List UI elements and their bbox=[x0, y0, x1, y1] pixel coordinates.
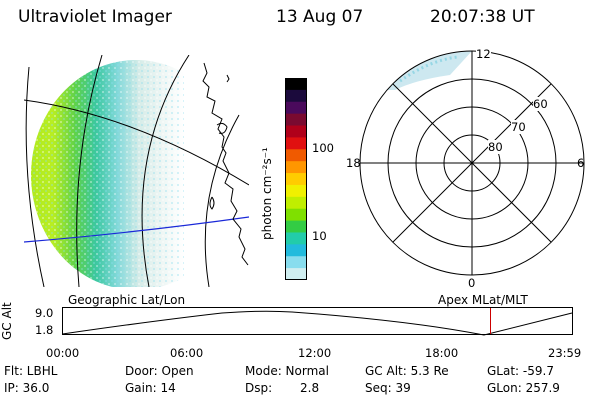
gc-altitude: GC Alt: 5.3 Re bbox=[365, 364, 449, 378]
instrument-title: Ultraviolet Imager bbox=[18, 7, 172, 27]
meridian-line bbox=[141, 55, 190, 287]
altitude-plot bbox=[62, 307, 573, 336]
observation-date: 13 Aug 07 bbox=[276, 7, 364, 27]
colorbar-band bbox=[285, 113, 307, 127]
coastline bbox=[202, 62, 249, 266]
altitude-ylabel: GC Alt bbox=[0, 302, 14, 340]
geomagnetic-equator bbox=[24, 216, 249, 243]
altitude-ytick-max: 9.0 bbox=[35, 306, 54, 320]
colorbar-band bbox=[285, 244, 307, 257]
altitude-xtick-1200: 12:00 bbox=[298, 346, 332, 360]
mlt-label-12: 12 bbox=[476, 47, 491, 61]
colorbar-band bbox=[285, 161, 307, 174]
observation-time: 20:07:38 UT bbox=[430, 7, 535, 27]
meridian-line bbox=[25, 66, 45, 287]
colorbar-band bbox=[285, 125, 307, 139]
colorbar-tick-10: 10 bbox=[312, 229, 327, 243]
sequence-number: Seq: 39 bbox=[365, 381, 411, 395]
colorbar-band bbox=[285, 184, 307, 198]
colorbar-band bbox=[285, 232, 307, 245]
colorbar bbox=[285, 78, 307, 280]
colorbar-tick-100: 100 bbox=[312, 141, 334, 155]
mlat-label-70: 70 bbox=[511, 120, 526, 134]
mlt-label-0: 0 bbox=[468, 276, 476, 290]
polar-panel-title: Apex MLat/MLT bbox=[438, 293, 528, 307]
coastline bbox=[209, 196, 215, 210]
altitude-xtick-2359: 23:59 bbox=[548, 346, 582, 360]
mlat-label-60: 60 bbox=[533, 97, 548, 111]
parallel-line bbox=[24, 99, 249, 186]
mlt-label-18: 18 bbox=[346, 156, 361, 170]
gain-value: Gain: 14 bbox=[125, 381, 176, 395]
colorbar-label: photon cm⁻²s⁻¹ bbox=[260, 147, 274, 240]
geographic-map-image bbox=[24, 55, 249, 287]
polar-plot bbox=[359, 50, 585, 276]
mlat-label-80: 80 bbox=[488, 140, 503, 154]
colorbar-band bbox=[285, 89, 307, 103]
polar-diagonal bbox=[392, 83, 552, 243]
colorbar-band bbox=[285, 268, 307, 280]
colorbar-band bbox=[285, 256, 307, 269]
colorbar-band bbox=[285, 173, 307, 186]
meridian-line bbox=[204, 114, 240, 287]
mlt-label-6: 6 bbox=[577, 156, 585, 170]
colorbar-band bbox=[285, 149, 307, 162]
dsp-label: Dsp: bbox=[245, 381, 273, 395]
mode-value: Mode: Normal bbox=[245, 364, 329, 378]
meridian-line bbox=[76, 55, 103, 287]
colorbar-band bbox=[285, 208, 307, 222]
colorbar-band bbox=[285, 101, 307, 115]
ip-value: IP: 36.0 bbox=[4, 381, 50, 395]
door-status: Door: Open bbox=[125, 364, 194, 378]
colorbar-band bbox=[285, 220, 307, 234]
polar-aurora-region bbox=[385, 51, 472, 90]
colorbar-band bbox=[285, 137, 307, 150]
geographic-longitude: GLon: 257.9 bbox=[487, 381, 560, 395]
altitude-xtick-1800: 18:00 bbox=[425, 346, 459, 360]
geographic-latitude: GLat: -59.7 bbox=[487, 364, 554, 378]
colorbar-band bbox=[285, 196, 307, 210]
colorbar-band bbox=[285, 78, 307, 91]
dsp-value: 2.8 bbox=[300, 381, 320, 395]
altitude-ytick-min: 1.8 bbox=[35, 323, 54, 337]
map-panel-title: Geographic Lat/Lon bbox=[68, 293, 186, 307]
coastline bbox=[226, 74, 230, 83]
filter-value: Flt: LBHL bbox=[4, 364, 58, 378]
altitude-xtick-0000: 00:00 bbox=[46, 346, 80, 360]
altitude-xtick-0600: 06:00 bbox=[170, 346, 204, 360]
coastline bbox=[216, 122, 228, 134]
